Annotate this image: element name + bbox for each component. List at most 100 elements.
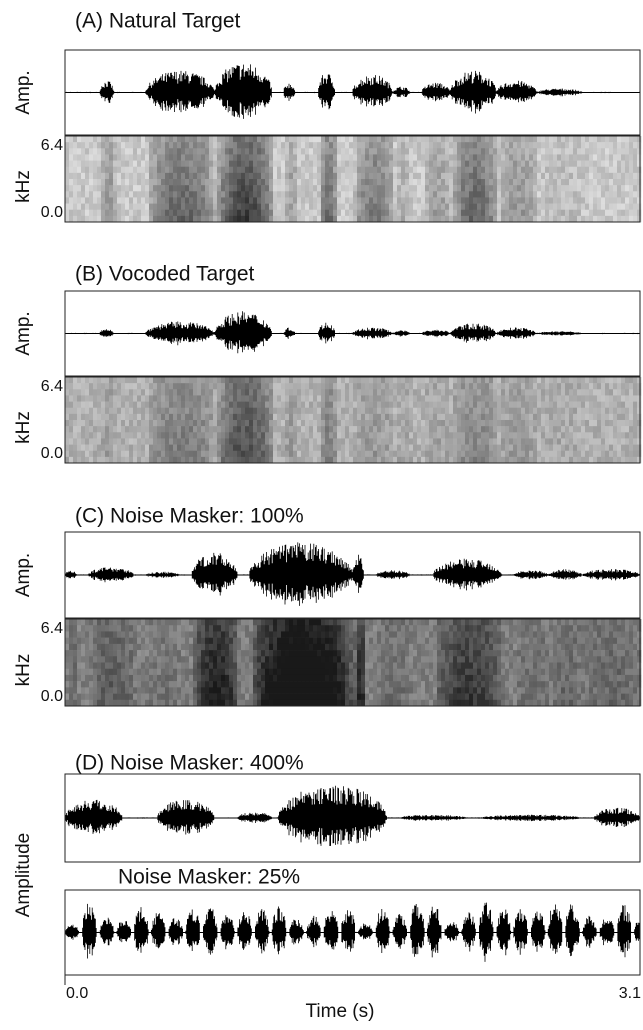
- spectrogram-cell: [249, 420, 253, 426]
- spectrogram-cell: [269, 638, 273, 645]
- spectrogram-cell: [513, 161, 517, 167]
- spectrogram-cell: [481, 173, 485, 179]
- spectrogram-cell: [489, 383, 493, 389]
- spectrogram-cell: [173, 204, 177, 210]
- spectrogram-cell: [77, 389, 81, 395]
- spectrogram-cell: [65, 383, 69, 389]
- spectrogram-cell: [149, 191, 153, 197]
- spectrogram-cell: [113, 167, 117, 173]
- spectrogram-cell: [629, 420, 633, 426]
- spectrogram-cell: [433, 457, 437, 463]
- spectrogram-cell: [553, 142, 557, 148]
- spectrogram-cell: [293, 650, 297, 657]
- x-label: Time (s): [306, 1001, 375, 1022]
- spectrogram-cell: [333, 197, 337, 203]
- spectrogram-cell: [197, 438, 201, 444]
- spectrogram-cell: [585, 457, 589, 463]
- spectrogram-cell: [277, 650, 281, 657]
- spectrogram-cell: [265, 154, 269, 160]
- spectrogram-cell: [621, 395, 625, 401]
- spectrogram-cell: [129, 426, 133, 432]
- spectrogram-cell: [337, 154, 341, 160]
- spectrogram-cell: [617, 389, 621, 395]
- spectrogram-cell: [89, 700, 93, 707]
- spectrogram-cell: [213, 644, 217, 651]
- spectrogram-cell: [613, 377, 617, 383]
- spectrogram-cell: [529, 377, 533, 383]
- spectrogram-cell: [101, 438, 105, 444]
- spectrogram-cell: [81, 191, 85, 197]
- spectrogram-cell: [225, 216, 229, 222]
- spectrogram: [65, 136, 641, 222]
- spectrogram-cell: [485, 377, 489, 383]
- spectrogram-cell: [425, 179, 429, 185]
- spectrogram-cell: [345, 161, 349, 167]
- spectrogram-cell: [117, 631, 121, 638]
- spectrogram-cell: [105, 185, 109, 191]
- spectrogram-cell: [301, 173, 305, 179]
- spectrogram-cell: [493, 377, 497, 383]
- spectrogram-cell: [65, 644, 69, 651]
- spectrogram-cell: [513, 402, 517, 408]
- spectrogram-cell: [185, 197, 189, 203]
- spectrogram-cell: [485, 185, 489, 191]
- spectrogram-cell: [145, 700, 149, 707]
- spectrogram-cell: [405, 445, 409, 451]
- spectrogram-cell: [141, 675, 145, 682]
- spectrogram-cell: [393, 438, 397, 444]
- spectrogram-cell: [125, 457, 129, 463]
- spectrogram-cell: [109, 142, 113, 148]
- spectrogram-cell: [425, 197, 429, 203]
- spectrogram-cell: [109, 402, 113, 408]
- spectrogram-cell: [617, 451, 621, 457]
- spectrogram-cell: [261, 631, 265, 638]
- spectrogram-cell: [393, 185, 397, 191]
- spectrogram-cell: [125, 173, 129, 179]
- spectrogram-cell: [253, 377, 257, 383]
- spectrogram-cell: [349, 408, 353, 414]
- spectrogram-cell: [201, 438, 205, 444]
- spectrogram-cell: [477, 173, 481, 179]
- spectrogram-cell: [125, 210, 129, 216]
- spectrogram-cell: [209, 408, 213, 414]
- spectrogram-cell: [137, 402, 141, 408]
- spectrogram-cell: [413, 395, 417, 401]
- spectrogram-cell: [461, 445, 465, 451]
- spectrogram-cell: [461, 185, 465, 191]
- spectrogram-cell: [201, 451, 205, 457]
- spectrogram-cell: [553, 408, 557, 414]
- spectrogram-cell: [637, 438, 641, 444]
- spectrogram-cell: [233, 167, 237, 173]
- spectrogram-cell: [309, 644, 313, 651]
- spectrogram-cell: [561, 204, 565, 210]
- spectrogram-cell: [369, 204, 373, 210]
- spectrogram-cell: [145, 681, 149, 688]
- spectrogram-cell: [421, 438, 425, 444]
- spectrogram-cell: [601, 136, 605, 142]
- spectrogram-cell: [325, 631, 329, 638]
- spectrogram-cell: [241, 402, 245, 408]
- spectrogram-cell: [141, 619, 145, 626]
- spectrogram-cell: [169, 675, 173, 682]
- spectrogram-cell: [297, 142, 301, 148]
- spectrogram-cell: [501, 457, 505, 463]
- spectrogram-cell: [137, 191, 141, 197]
- spectrogram-cell: [637, 402, 641, 408]
- spectrogram-cell: [349, 179, 353, 185]
- spectrogram-cell: [269, 414, 273, 420]
- spectrogram-cell: [185, 383, 189, 389]
- spectrogram-cell: [633, 377, 637, 383]
- spectrogram-cell: [157, 173, 161, 179]
- spectrogram-cell: [441, 432, 445, 438]
- spectrogram-cell: [613, 432, 617, 438]
- spectrogram-cell: [197, 445, 201, 451]
- spectrogram-cell: [505, 179, 509, 185]
- spectrogram-cell: [497, 210, 501, 216]
- spectrogram-cell: [321, 210, 325, 216]
- spectrogram-cell: [609, 204, 613, 210]
- spectrogram-cell: [213, 377, 217, 383]
- spectrogram-cell: [401, 408, 405, 414]
- spectrogram-cell: [553, 173, 557, 179]
- spectrogram-cell: [201, 663, 205, 670]
- spectrogram-cell: [521, 210, 525, 216]
